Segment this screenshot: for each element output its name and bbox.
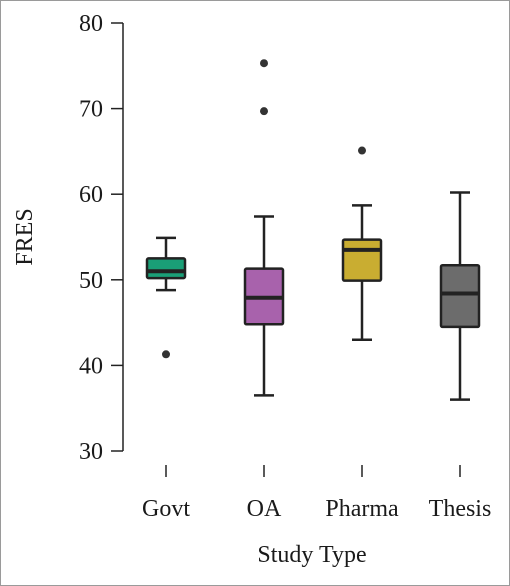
y-tick-label: 70 (79, 97, 103, 123)
y-tick-label: 40 (79, 353, 103, 379)
box-iqr (439, 263, 481, 329)
y-tick-label: 60 (79, 182, 103, 208)
outlier-point (358, 146, 366, 155)
y-axis-ticks: 30 40 50 60 70 80 (79, 11, 123, 465)
box-oa (243, 59, 285, 397)
y-tick-label: 80 (79, 11, 103, 37)
box-iqr (145, 257, 187, 280)
x-axis-ticks: Govt OA Pharma Thesis (142, 465, 491, 522)
x-tick-label: OA (247, 496, 282, 522)
x-axis-title: Study Type (257, 542, 366, 568)
y-tick-label: 30 (79, 439, 103, 465)
y-tick-label: 50 (79, 268, 103, 294)
box-iqr (341, 238, 383, 282)
y-axis-title: FRES (12, 208, 38, 265)
box-thesis (439, 191, 481, 401)
outlier-point (162, 350, 170, 359)
outlier-point (260, 59, 268, 68)
x-tick-label: Pharma (325, 496, 399, 522)
box-govt (145, 236, 187, 359)
x-tick-label: Thesis (429, 496, 492, 522)
outlier-point (260, 107, 268, 116)
x-tick-label: Govt (142, 496, 190, 522)
box-pharma (341, 146, 383, 341)
box-series (145, 59, 481, 401)
